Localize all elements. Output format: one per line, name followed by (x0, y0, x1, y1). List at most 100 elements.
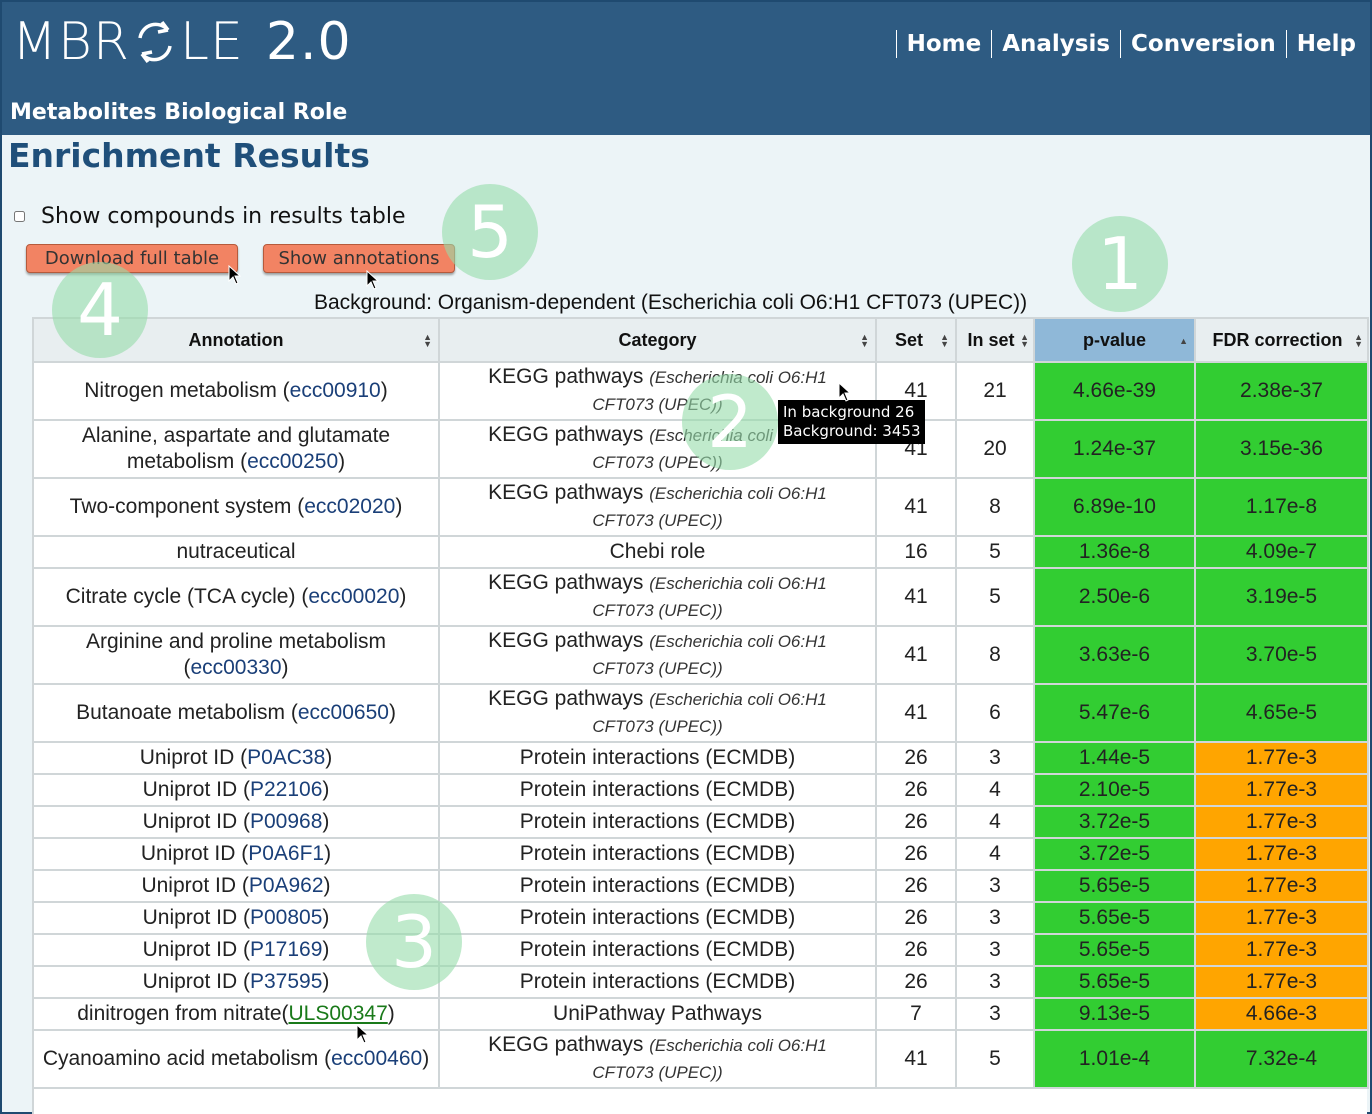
col-in-set[interactable]: In set ▲ ▼ (955, 317, 1035, 363)
sort-icon: ▲ ▼ (940, 332, 949, 349)
category-text: KEGG pathways (488, 365, 644, 388)
mouse-cursor-icon (366, 270, 380, 290)
annotation-link[interactable]: ecc02020 (304, 495, 396, 518)
logo-version: 2.0 (265, 12, 352, 72)
set-cell: 41 (875, 477, 957, 537)
table-row: dinitrogen from nitrate(ULS00347) UniPath… (32, 997, 1369, 1031)
show-annotations-button[interactable]: Show annotations (263, 244, 455, 273)
site-header: MBR LE 2.0 Metabolites Biological Role H… (2, 2, 1370, 135)
in-set-cell: 4 (955, 773, 1035, 807)
nav-separator (1285, 30, 1287, 58)
annotation-link[interactable]: ULS00347 (288, 1002, 388, 1025)
annotation-text: Uniprot ID ( (142, 810, 250, 833)
set-cell: 26 (875, 901, 957, 935)
set-cell: 26 (875, 773, 957, 807)
annotation-link[interactable]: P00805 (249, 906, 323, 929)
recycle-o-icon (138, 20, 172, 64)
annotation-close: ) (323, 874, 331, 897)
p-value-cell: 5.47e-6 (1033, 683, 1196, 743)
annotation-cell: Uniprot ID (P0AC38) (32, 741, 440, 775)
annotation-link[interactable]: ecc00330 (190, 656, 282, 679)
annotation-link[interactable]: P0AC38 (247, 746, 326, 769)
category-text: Chebi role (609, 540, 706, 563)
annotation-cell: Two-component system (ecc02020) (32, 477, 440, 537)
annotation-link[interactable]: P0A6F1 (248, 842, 325, 865)
p-value-cell: 3.72e-5 (1033, 837, 1196, 871)
annotation-link[interactable]: ecc00460 (331, 1047, 423, 1070)
in-set-cell: 3 (955, 901, 1035, 935)
category-text: Protein interactions (ECMDB) (519, 938, 796, 961)
nav-help[interactable]: Help (1296, 31, 1356, 57)
mouse-cursor-icon (356, 1024, 370, 1044)
fdr-cell: 3.70e-5 (1194, 625, 1369, 685)
table-row: Citrate cycle (TCA cycle) (ecc00020) KEGG… (32, 567, 1369, 627)
category-cell: Protein interactions (ECMDB) (438, 901, 877, 935)
annotation-text: Uniprot ID ( (140, 842, 249, 865)
nav-analysis[interactable]: Analysis (1002, 31, 1111, 57)
category-text: Protein interactions (ECMDB) (519, 906, 796, 929)
fdr-cell: 3.15e-36 (1194, 419, 1369, 479)
set-cell: 26 (875, 805, 957, 839)
annotation-link[interactable]: P0A962 (248, 874, 324, 897)
show-compounds-checkbox[interactable] (14, 211, 25, 222)
col-p-value[interactable]: p-value ▲ (1033, 317, 1196, 363)
download-full-table-button[interactable]: Download full table (26, 244, 238, 273)
annotation-link[interactable]: P37595 (249, 970, 323, 993)
annotation-link[interactable]: ecc00020 (308, 585, 400, 608)
category-text: UniPathway Pathways (553, 1002, 762, 1025)
badge-2: 2 (682, 374, 778, 470)
show-compounds-option[interactable]: Show compounds in results table (14, 204, 406, 229)
set-cell: 26 (875, 741, 957, 775)
category-text: Protein interactions (ECMDB) (519, 778, 796, 801)
annotation-close: ) (380, 379, 388, 402)
nav-separator (991, 30, 993, 58)
fdr-cell: 1.77e-3 (1194, 933, 1369, 967)
nav-home[interactable]: Home (906, 31, 982, 57)
annotation-text: Butanoate metabolism ( (76, 701, 298, 724)
annotation-link[interactable]: ecc00910 (289, 379, 381, 402)
annotation-link[interactable]: P00968 (249, 810, 323, 833)
sort-icon: ▲ ▼ (1354, 332, 1363, 349)
annotation-link[interactable]: ecc00250 (247, 450, 339, 473)
in-set-cell: 21 (955, 361, 1035, 421)
col-set[interactable]: Set ▲ ▼ (875, 317, 957, 363)
fdr-cell: 1.77e-3 (1194, 869, 1369, 903)
nav-conversion[interactable]: Conversion (1131, 31, 1276, 57)
logo[interactable]: MBR LE 2.0 (12, 16, 352, 68)
annotation-close: ) (388, 701, 396, 724)
category-text: Protein interactions (ECMDB) (519, 874, 796, 897)
fdr-cell: 4.66e-3 (1194, 997, 1369, 1031)
p-value-cell: 5.65e-5 (1033, 965, 1196, 999)
col-category[interactable]: Category ▲ ▼ (438, 317, 877, 363)
annotation-text: Uniprot ID ( (142, 906, 250, 929)
annotation-close: ) (322, 778, 330, 801)
in-set-cell: 3 (955, 741, 1035, 775)
annotation-cell: dinitrogen from nitrate(ULS00347) (32, 997, 440, 1031)
annotation-link[interactable]: P22106 (249, 778, 323, 801)
annotation-link[interactable]: ecc00650 (297, 701, 389, 724)
p-value-cell: 1.36e-8 (1033, 535, 1196, 569)
annotation-link[interactable]: P17169 (249, 938, 323, 961)
annotation-text: nutraceutical (176, 540, 296, 563)
annotation-text: Nitrogen metabolism ( (84, 379, 290, 402)
category-organism: (Escherichia coli O6:H1 CFT073 (UPEC)) (592, 690, 827, 736)
in-set-cell: 8 (955, 625, 1035, 685)
set-cell: 41 (875, 567, 957, 627)
annotation-cell: Nitrogen metabolism (ecc00910) (32, 361, 440, 421)
category-organism: (Escherichia coli O6:H1 CFT073 (UPEC)) (592, 1036, 827, 1082)
sort-icon: ▲ ▼ (423, 332, 432, 349)
col-fdr-correction[interactable]: FDR correction ▲ ▼ (1194, 317, 1369, 363)
annotation-cell: nutraceutical (32, 535, 440, 569)
annotation-cell: Butanoate metabolism (ecc00650) (32, 683, 440, 743)
category-cell: KEGG pathways (Escherichia coli O6:H1 CF… (438, 1029, 877, 1089)
table-row: Uniprot ID (P17169) Protein interactions … (32, 933, 1369, 967)
sort-icon: ▲ ▼ (860, 332, 869, 349)
table-row: Uniprot ID (P37595) Protein interactions … (32, 965, 1369, 999)
show-compounds-label: Show compounds in results table (41, 204, 406, 229)
annotation-text: Cyanoamino acid metabolism ( (42, 1047, 332, 1070)
annotation-text: Uniprot ID ( (142, 938, 250, 961)
logo-text-b: LE (180, 12, 244, 72)
in-set-cell: 5 (955, 567, 1035, 627)
in-set-cell: 8 (955, 477, 1035, 537)
in-set-cell: 3 (955, 933, 1035, 967)
